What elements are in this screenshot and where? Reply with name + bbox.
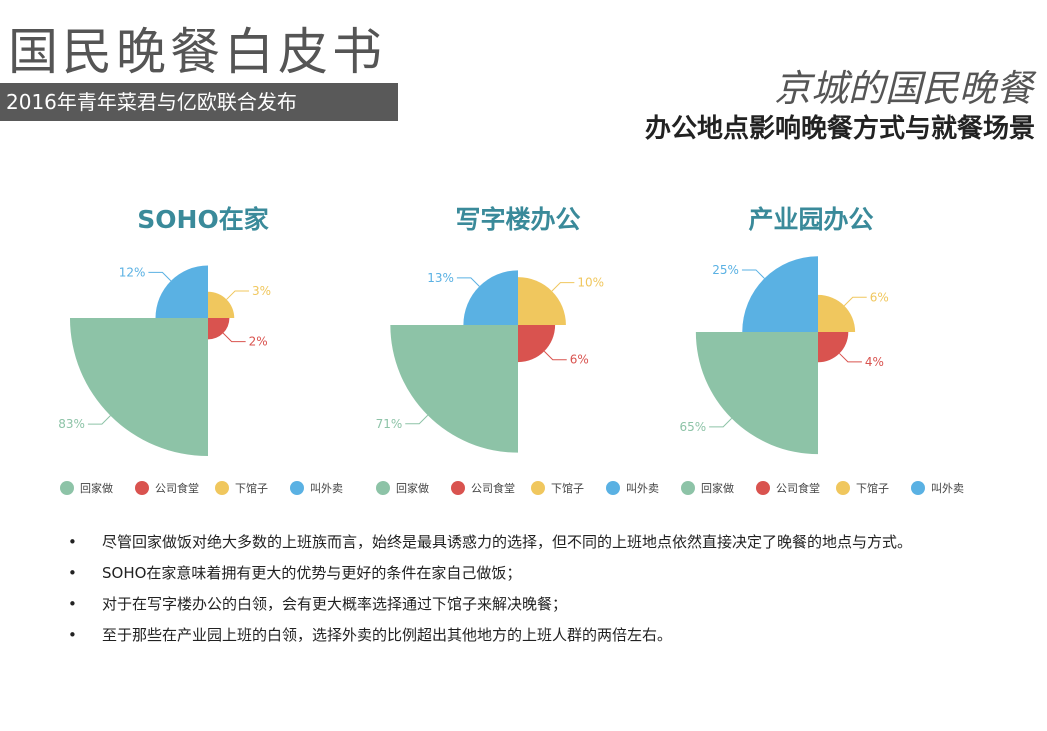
leader-line bbox=[843, 296, 867, 307]
data-label: 71% bbox=[376, 417, 403, 431]
legend-swatch bbox=[836, 481, 850, 495]
data-label: 3% bbox=[252, 284, 271, 298]
data-label: 6% bbox=[870, 290, 889, 304]
legend-swatch bbox=[215, 481, 229, 495]
legend-label: 叫外卖 bbox=[626, 482, 659, 495]
rose-slice-3 bbox=[208, 291, 235, 318]
legend-swatch bbox=[290, 481, 304, 495]
legend-label: 回家做 bbox=[80, 481, 113, 495]
legend-swatch bbox=[451, 481, 465, 495]
main-title: 国民晚餐白皮书 bbox=[8, 23, 386, 81]
chart-title-park: 产业园办公 bbox=[748, 205, 874, 234]
leader-line bbox=[87, 415, 111, 425]
legend-label: 下馆子 bbox=[856, 481, 889, 495]
legend-label: 回家做 bbox=[701, 481, 734, 495]
rose-slice-4 bbox=[742, 256, 818, 332]
leader-line bbox=[222, 332, 246, 343]
leader-line bbox=[543, 350, 567, 361]
legend-swatch bbox=[135, 481, 149, 495]
legend-label: 叫外卖 bbox=[931, 482, 964, 495]
bullet-item: 对于在写字楼办公的白领，会有更大概率选择通过下馆子来解决晚餐； bbox=[64, 589, 994, 620]
chart-title-office: 写字楼办公 bbox=[455, 205, 581, 234]
rose-slice-1 bbox=[390, 325, 518, 453]
rose-slice-4 bbox=[155, 265, 208, 318]
publisher-banner: 2016年青年菜君与亿欧联合发布 bbox=[0, 83, 398, 121]
leader-line bbox=[709, 418, 732, 428]
data-label: 25% bbox=[712, 263, 739, 277]
leader-line bbox=[839, 353, 862, 363]
bullet-list: 尽管回家做饭对绝大多数的上班族而言，始终是最具诱惑力的选择，但不同的上班地点依然… bbox=[64, 527, 994, 651]
rose-charts: 83% 2% 3% 12% 回家做 公司食堂 下馆子 叫外卖 71% 6% 10% 13% 回家做 公司食… bbox=[58, 256, 964, 495]
legend-label: 下馆子 bbox=[235, 481, 268, 495]
legend-label: 公司食堂 bbox=[155, 481, 199, 495]
rose-slice-3 bbox=[818, 294, 856, 332]
legend-label: 公司食堂 bbox=[471, 481, 515, 495]
legend-label: 下馆子 bbox=[551, 481, 584, 495]
data-label: 13% bbox=[427, 271, 454, 285]
chart-title-soho: SOHO在家 bbox=[137, 205, 269, 234]
rose-slice-2 bbox=[208, 318, 230, 340]
legend-swatch bbox=[60, 481, 74, 495]
data-label: 4% bbox=[865, 355, 884, 369]
legend-swatch bbox=[606, 481, 620, 495]
legend-swatch bbox=[681, 481, 695, 495]
bullet-item: 至于那些在产业园上班的白领，选择外卖的比例超出其他地方的上班人群的两倍左右。 bbox=[64, 620, 994, 651]
section-subtitle: 办公地点影响晚餐方式与就餐场景 bbox=[644, 114, 1035, 144]
data-label: 12% bbox=[119, 265, 146, 279]
leader-line bbox=[741, 269, 765, 279]
data-label: 83% bbox=[58, 417, 85, 431]
leader-line bbox=[148, 271, 172, 282]
legend-swatch bbox=[911, 481, 925, 495]
legend-swatch bbox=[756, 481, 770, 495]
rose-slice-4 bbox=[463, 270, 518, 325]
data-label: 10% bbox=[577, 276, 604, 290]
rose-slice-1 bbox=[695, 332, 818, 455]
leader-line bbox=[405, 414, 429, 425]
legend-swatch bbox=[376, 481, 390, 495]
legend-label: 叫外卖 bbox=[310, 482, 343, 495]
data-label: 2% bbox=[249, 335, 268, 349]
legend-label: 公司食堂 bbox=[776, 481, 820, 495]
legend-swatch bbox=[531, 481, 545, 495]
rose-slice-2 bbox=[818, 332, 849, 363]
data-label: 65% bbox=[679, 420, 706, 434]
bullet-item: SOHO在家意味着拥有更大的优势与更好的条件在家自己做饭； bbox=[64, 558, 994, 589]
rose-slice-3 bbox=[518, 277, 566, 325]
rose-slice-1 bbox=[69, 318, 208, 457]
rose-slice-2 bbox=[518, 325, 556, 363]
leader-line bbox=[551, 282, 575, 292]
section-title: 京城的国民晚餐 bbox=[774, 67, 1033, 110]
leader-line bbox=[456, 277, 480, 287]
leader-line bbox=[226, 290, 250, 300]
legend-label: 回家做 bbox=[396, 481, 429, 495]
bullet-item: 尽管回家做饭对绝大多数的上班族而言，始终是最具诱惑力的选择，但不同的上班地点依然… bbox=[64, 527, 994, 558]
data-label: 6% bbox=[570, 353, 589, 367]
